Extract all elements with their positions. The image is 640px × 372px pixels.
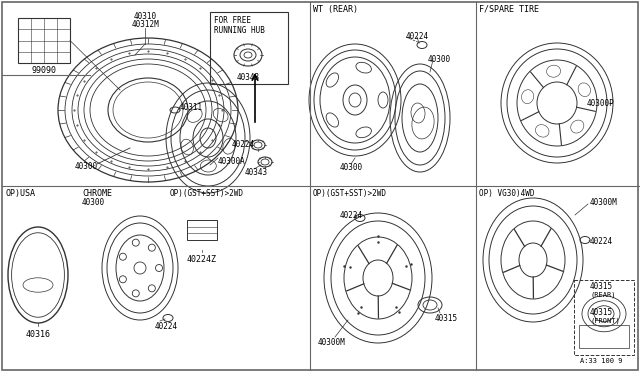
- Text: OP)(GST+SST)>2WD: OP)(GST+SST)>2WD: [170, 189, 244, 198]
- Bar: [574, 280, 634, 355]
- Text: (REAR): (REAR): [590, 291, 616, 298]
- Bar: [210, 12, 288, 84]
- Text: 40224: 40224: [155, 322, 178, 331]
- Text: 40315: 40315: [590, 308, 613, 317]
- Text: A:33 100 9: A:33 100 9: [580, 358, 623, 364]
- Text: 40300: 40300: [428, 55, 451, 64]
- Text: 40300: 40300: [82, 198, 105, 207]
- Text: RUNNING HUB: RUNNING HUB: [214, 26, 265, 35]
- Text: 40224Z: 40224Z: [187, 255, 217, 264]
- Bar: [579, 325, 629, 347]
- Text: 40315: 40315: [590, 282, 613, 291]
- Text: OP)(GST+SST)>2WD: OP)(GST+SST)>2WD: [313, 189, 387, 198]
- Text: 40343: 40343: [245, 168, 268, 177]
- Text: 40224: 40224: [232, 140, 255, 149]
- Text: 40300A: 40300A: [218, 157, 246, 166]
- Text: FOR FREE: FOR FREE: [214, 16, 251, 25]
- Text: 40224: 40224: [340, 211, 363, 220]
- Text: 99090: 99090: [31, 66, 56, 75]
- Text: WT (REAR): WT (REAR): [313, 5, 358, 14]
- Bar: [187, 220, 217, 240]
- Text: CHROME: CHROME: [82, 189, 112, 198]
- Text: 40300: 40300: [340, 163, 363, 172]
- Text: 40315: 40315: [435, 314, 458, 323]
- Text: 40310: 40310: [133, 12, 157, 21]
- Bar: [18, 18, 70, 63]
- Text: 40311: 40311: [180, 103, 203, 112]
- Text: 40343: 40343: [236, 73, 260, 82]
- Text: OP) VG30)4WD: OP) VG30)4WD: [479, 189, 534, 198]
- Text: 40312M: 40312M: [131, 20, 159, 29]
- Text: (FRONT): (FRONT): [590, 317, 620, 324]
- Text: 40300M: 40300M: [590, 198, 618, 207]
- Text: 40316: 40316: [26, 330, 51, 339]
- Text: 40300: 40300: [75, 162, 98, 171]
- Text: 40300M: 40300M: [318, 338, 346, 347]
- Text: 40300P: 40300P: [586, 99, 614, 108]
- Text: 40224: 40224: [590, 237, 613, 246]
- Text: OP)USA: OP)USA: [5, 189, 35, 198]
- Text: F/SPARE TIRE: F/SPARE TIRE: [479, 5, 539, 14]
- Text: 40224: 40224: [406, 32, 429, 41]
